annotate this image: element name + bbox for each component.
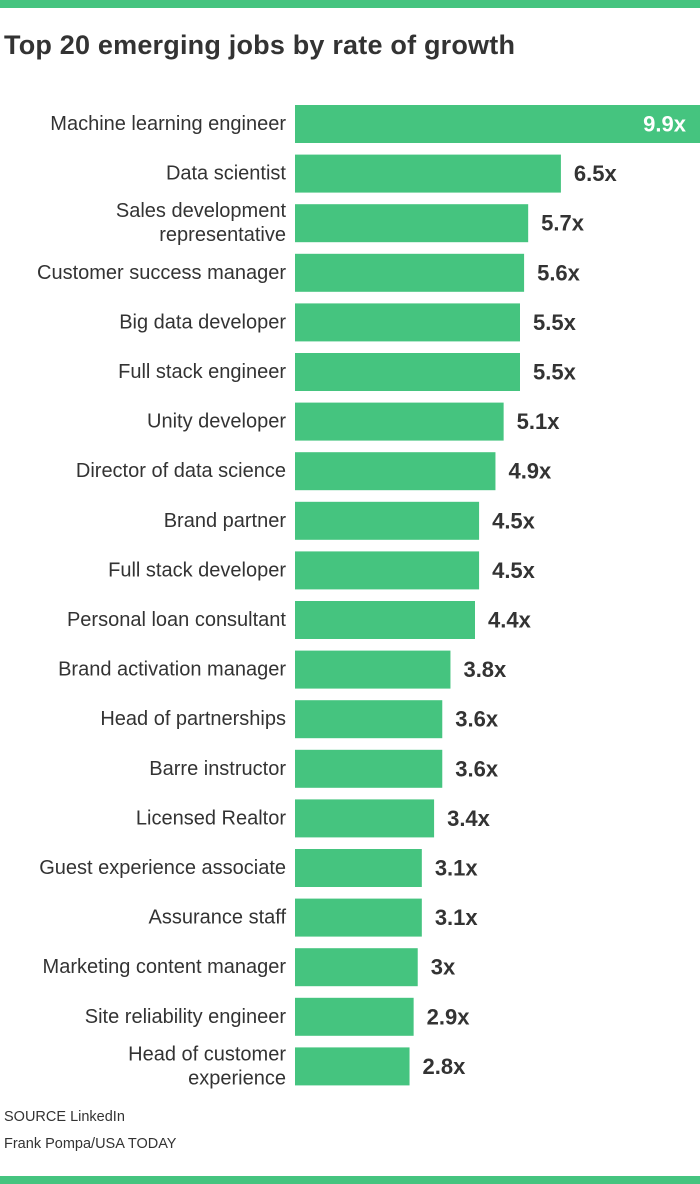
bar-16 [295,849,422,887]
value-label-16: 3.1x [435,856,479,881]
bar-10 [295,551,480,590]
category-label-7: Unity developer [147,411,286,433]
category-label-8: Director of data science [76,460,286,482]
value-label-8: 4.9x [508,459,552,484]
bar-13 [295,700,443,739]
category-label-18: Marketing content manager [43,956,287,978]
category-label-3: Sales development representative [116,200,287,246]
value-label-2: 6.5x [574,161,618,186]
value-label-3: 5.7x [541,211,585,236]
bar-3 [295,204,529,243]
bar-7 [295,402,504,441]
category-label-9: Brand partner [164,510,287,532]
bar-18 [295,948,418,987]
top-rule [0,0,700,8]
category-label-11: Personal loan consultant [67,609,286,631]
bar-19 [295,997,414,1036]
bar-11 [295,601,475,639]
value-label-11: 4.4x [488,608,532,633]
bar-2 [295,154,561,193]
value-label-17: 3.1x [435,905,479,930]
category-label-5: Big data developer [119,311,286,333]
bar-20 [295,1047,410,1086]
bar-15 [295,799,435,838]
value-label-7: 5.1x [517,409,561,434]
source-credit: SOURCE LinkedIn [4,1109,125,1125]
author-credit: Frank Pompa/USA TODAY [4,1136,177,1152]
value-label-5: 5.5x [533,310,577,335]
category-label-20: Head of customer experience [128,1043,286,1089]
category-label-14: Barre instructor [149,758,286,780]
value-label-9: 4.5x [492,508,536,533]
bar-12 [295,650,451,689]
category-label-10: Full stack developer [108,559,286,581]
category-label-1: Machine learning engineer [50,113,286,135]
bar-9 [295,501,480,540]
value-label-19: 2.9x [427,1004,471,1029]
value-label-10: 4.5x [492,558,536,583]
bar-8 [295,452,496,491]
value-label-18: 3x [431,955,456,980]
chart-title: Top 20 emerging jobs by rate of growth [4,30,516,60]
category-label-17: Assurance staff [149,907,287,929]
bar-14 [295,749,443,788]
category-label-19: Site reliability engineer [85,1006,287,1028]
value-label-4: 5.6x [537,260,581,285]
category-label-2: Data scientist [166,163,286,185]
bar-17 [295,898,422,937]
category-label-16: Guest experience associate [39,857,286,879]
category-label-6: Full stack engineer [118,361,286,383]
bar-1 [295,105,700,143]
value-label-12: 3.8x [463,657,507,682]
category-label-4: Customer success manager [37,262,286,284]
value-label-15: 3.4x [447,806,491,831]
bar-5 [295,303,520,342]
value-label-6: 5.5x [533,360,577,385]
category-label-15: Licensed Realtor [136,807,286,829]
bar-6 [295,353,520,391]
value-label-1: 9.9x [643,112,687,137]
category-label-13: Head of partnerships [100,708,286,730]
bottom-rule [0,1176,700,1184]
value-label-13: 3.6x [455,707,499,732]
bar-4 [295,253,525,292]
value-label-20: 2.8x [423,1054,467,1079]
category-label-12: Brand activation manager [58,659,286,681]
value-label-14: 3.6x [455,756,499,781]
